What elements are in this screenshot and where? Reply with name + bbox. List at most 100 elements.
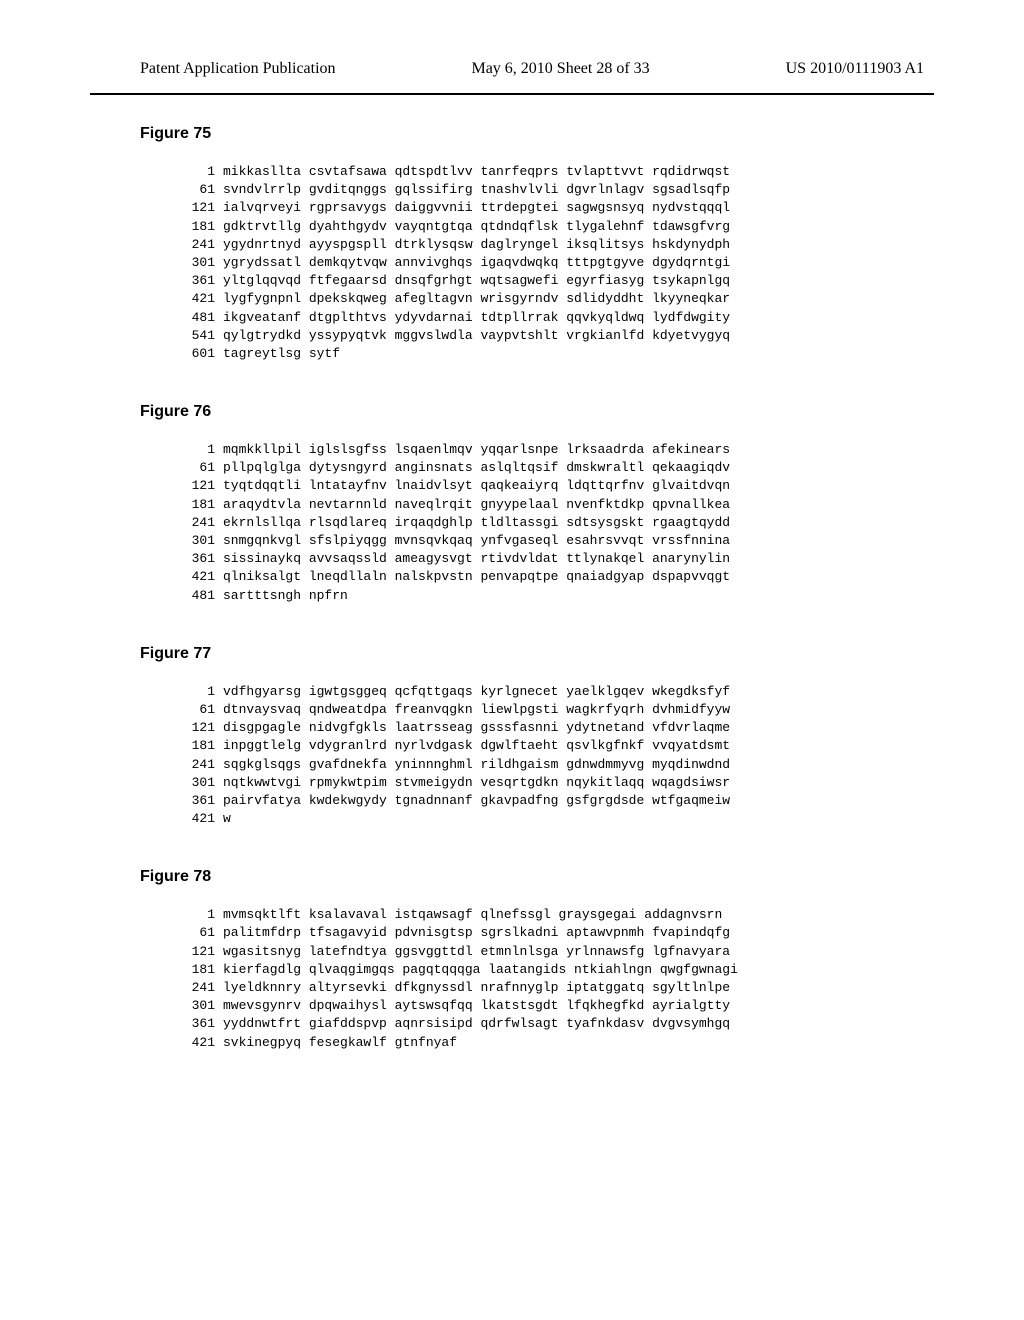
line-number: 241	[180, 236, 215, 254]
line-number: 181	[180, 737, 215, 755]
line-number: 481	[180, 309, 215, 327]
sequence-line: 181inpggtlelg vdygranlrd nyrlvdgask dgwl…	[180, 737, 884, 755]
sequence-line: 61 palitmfdrp tfsagavyid pdvnisgtsp sgrsl…	[180, 924, 884, 942]
line-number: 421	[180, 568, 215, 586]
sequence-line: 241 ekrnlsllqa rlsqdlareq irqaqdghlp tldl…	[180, 514, 884, 532]
sequence-text: w	[223, 811, 231, 826]
sequence-block: 1mvmsqktlft ksalavaval istqawsagf qlnefs…	[140, 906, 884, 1052]
figure-block: Figure 76 1mqmkkllpil iglslsgfss lsqaenlm…	[140, 403, 884, 605]
sequence-text: tyqtdqqtli lntatayfnv lnaidvlsyt qaqkeai…	[223, 478, 730, 493]
sequence-line: 421 qlniksalgt lneqdllaln nalskpvstn penv…	[180, 568, 884, 586]
line-number: 181	[180, 961, 215, 979]
line-number: 121	[180, 943, 215, 961]
figure-block: Figure 77 1vdfhgyarsg igwtgsggeq qcfqttga…	[140, 645, 884, 829]
sequence-line: 241 lyeldknnry altyrsevki dfkgnyssdl nraf…	[180, 979, 884, 997]
sequence-text: qylgtrydkd yssypyqtvk mggvslwdla vaypvts…	[223, 328, 730, 343]
sequence-text: lygfygnpnl dpekskqweg afegltagvn wrisgyr…	[223, 291, 730, 306]
sequence-text: ekrnlsllqa rlsqdlareq irqaqdghlp tldltas…	[223, 515, 730, 530]
line-number: 361	[180, 272, 215, 290]
sequence-line: 1mqmkkllpil iglslsgfss lsqaenlmqv yqqarl…	[180, 441, 884, 459]
header-left: Patent Application Publication	[140, 60, 336, 78]
line-number: 61	[180, 181, 215, 199]
line-number: 421	[180, 810, 215, 828]
sequence-text: vdfhgyarsg igwtgsggeq qcfqttgaqs kyrlgne…	[223, 684, 730, 699]
sequence-text: mqmkkllpil iglslsgfss lsqaenlmqv yqqarls…	[223, 442, 730, 457]
sequence-line: 1mvmsqktlft ksalavaval istqawsagf qlnefs…	[180, 906, 884, 924]
line-number: 301	[180, 774, 215, 792]
sequence-line: 301snmgqnkvgl sfslpiyqgg mvnsqvkqaq ynfv…	[180, 532, 884, 550]
sequence-line: 481ikgveatanf dtgplthtvs ydyvdarnai tdtp…	[180, 309, 884, 327]
line-number: 301	[180, 532, 215, 550]
line-number: 241	[180, 979, 215, 997]
sequence-text: dtnvaysvaq qndweatdpa freanvqgkn liewlpg…	[223, 702, 730, 717]
sequence-text: mwevsgynrv dpqwaihysl aytswsqfqq lkatsts…	[223, 998, 730, 1013]
line-number: 61	[180, 701, 215, 719]
header-divider	[90, 93, 934, 95]
line-number: 1	[180, 906, 215, 924]
content-area: Figure 751mikkasllta csvtafsawa qdtspdtl…	[0, 125, 1024, 1052]
line-number: 121	[180, 719, 215, 737]
line-number: 541	[180, 327, 215, 345]
sequence-line: 421 w	[180, 810, 884, 828]
sequence-line: 421 lygfygnpnl dpekskqweg afegltagvn wris…	[180, 290, 884, 308]
sequence-line: 61pllpqlglga dytysngyrd anginsnats aslql…	[180, 459, 884, 477]
sequence-line: 121disgpgagle nidvgfgkls laatrsseag gsss…	[180, 719, 884, 737]
sequence-block: 1mikkasllta csvtafsawa qdtspdtlvv tanrfe…	[140, 163, 884, 363]
figure-block: Figure 78 1mvmsqktlft ksalavaval istqawsa…	[140, 868, 884, 1052]
sequence-block: 1vdfhgyarsg igwtgsggeq qcfqttgaqs kyrlgn…	[140, 683, 884, 829]
figure-title: Figure 77	[140, 645, 884, 663]
sequence-line: 181araqydtvla nevtarnnld naveqlrqit gnyy…	[180, 496, 884, 514]
figure-block: Figure 75 1mikkasllta csvtafsawa qdtspdtl…	[140, 125, 884, 363]
line-number: 181	[180, 218, 215, 236]
line-number: 421	[180, 1034, 215, 1052]
figure-title: Figure 78	[140, 868, 884, 886]
sequence-block: 1mqmkkllpil iglslsgfss lsqaenlmqv yqqarl…	[140, 441, 884, 605]
line-number: 481	[180, 587, 215, 605]
header-right: US 2010/0111903 A1	[786, 60, 924, 78]
sequence-line: 181 gdktrvtllg dyahthgydv vayqntgtqa qtdn…	[180, 218, 884, 236]
sequence-line: 61 svndvlrrlp gvditqnggs gqlssifirg tnash…	[180, 181, 884, 199]
line-number: 361	[180, 792, 215, 810]
sequence-text: mikkasllta csvtafsawa qdtspdtlvv tanrfeq…	[223, 164, 730, 179]
line-number: 181	[180, 496, 215, 514]
line-number: 421	[180, 290, 215, 308]
sequence-line: 361yyddnwtfrt giafddspvp aqnrsisipd qdrf…	[180, 1015, 884, 1033]
sequence-text: qlniksalgt lneqdllaln nalskpvstn penvapq…	[223, 569, 730, 584]
sequence-line: 361pairvfatya kwdekwgydy tgnadnnanf gkav…	[180, 792, 884, 810]
sequence-line: 301ygrydssatl demkqytvqw annvivghqs igaq…	[180, 254, 884, 272]
sequence-text: sissinaykq avvsaqssld ameagysvgt rtivdvl…	[223, 551, 730, 566]
sequence-line: 1mikkasllta csvtafsawa qdtspdtlvv tanrfe…	[180, 163, 884, 181]
header-center: May 6, 2010 Sheet 28 of 33	[471, 60, 649, 78]
sequence-text: ygydnrtnyd ayyspgspll dtrklysqsw daglryn…	[223, 237, 730, 252]
sequence-line: 301 nqtkwwtvgi rpmykwtpim stvmeigydn vesq…	[180, 774, 884, 792]
sequence-text: palitmfdrp tfsagavyid pdvnisgtsp sgrslka…	[223, 925, 730, 940]
sequence-line: 241sqgkglsqgs gvafdnekfa yninnnghml rild…	[180, 756, 884, 774]
line-number: 241	[180, 514, 215, 532]
line-number: 61	[180, 924, 215, 942]
figure-title: Figure 75	[140, 125, 884, 143]
sequence-text: nqtkwwtvgi rpmykwtpim stvmeigydn vesqrtg…	[223, 775, 730, 790]
sequence-text: ialvqrveyi rgprsavygs daiggvvnii ttrdepg…	[223, 200, 730, 215]
sequence-line: 361 yltglqqvqd ftfegaarsd dnsqfgrhgt wqts…	[180, 272, 884, 290]
sequence-line: 541 qylgtrydkd yssypyqtvk mggvslwdla vayp…	[180, 327, 884, 345]
line-number: 301	[180, 997, 215, 1015]
sequence-text: gdktrvtllg dyahthgydv vayqntgtqa qtdndqf…	[223, 219, 730, 234]
sequence-line: 121ialvqrveyi rgprsavygs daiggvvnii ttrd…	[180, 199, 884, 217]
sequence-line: 481sartttsngh npfrn	[180, 587, 884, 605]
sequence-text: lyeldknnry altyrsevki dfkgnyssdl nrafnny…	[223, 980, 730, 995]
figure-title: Figure 76	[140, 403, 884, 421]
sequence-text: yyddnwtfrt giafddspvp aqnrsisipd qdrfwls…	[223, 1016, 730, 1031]
sequence-line: 61 dtnvaysvaq qndweatdpa freanvqgkn liewl…	[180, 701, 884, 719]
sequence-text: ygrydssatl demkqytvqw annvivghqs igaqvdw…	[223, 255, 730, 270]
line-number: 121	[180, 477, 215, 495]
sequence-text: pllpqlglga dytysngyrd anginsnats aslqltq…	[223, 460, 730, 475]
sequence-line: 121wgasitsnyg latefndtya ggsvggttdl etmn…	[180, 943, 884, 961]
sequence-line: 601tagreytlsg sytf	[180, 345, 884, 363]
sequence-text: yltglqqvqd ftfegaarsd dnsqfgrhgt wqtsagw…	[223, 273, 730, 288]
sequence-text: svndvlrrlp gvditqnggs gqlssifirg tnashvl…	[223, 182, 730, 197]
sequence-line: 301 mwevsgynrv dpqwaihysl aytswsqfqq lkat…	[180, 997, 884, 1015]
line-number: 241	[180, 756, 215, 774]
sequence-line: 1vdfhgyarsg igwtgsggeq qcfqttgaqs kyrlgn…	[180, 683, 884, 701]
sequence-line: 121 tyqtdqqtli lntatayfnv lnaidvlsyt qaqk…	[180, 477, 884, 495]
sequence-line: 241 ygydnrtnyd ayyspgspll dtrklysqsw dagl…	[180, 236, 884, 254]
